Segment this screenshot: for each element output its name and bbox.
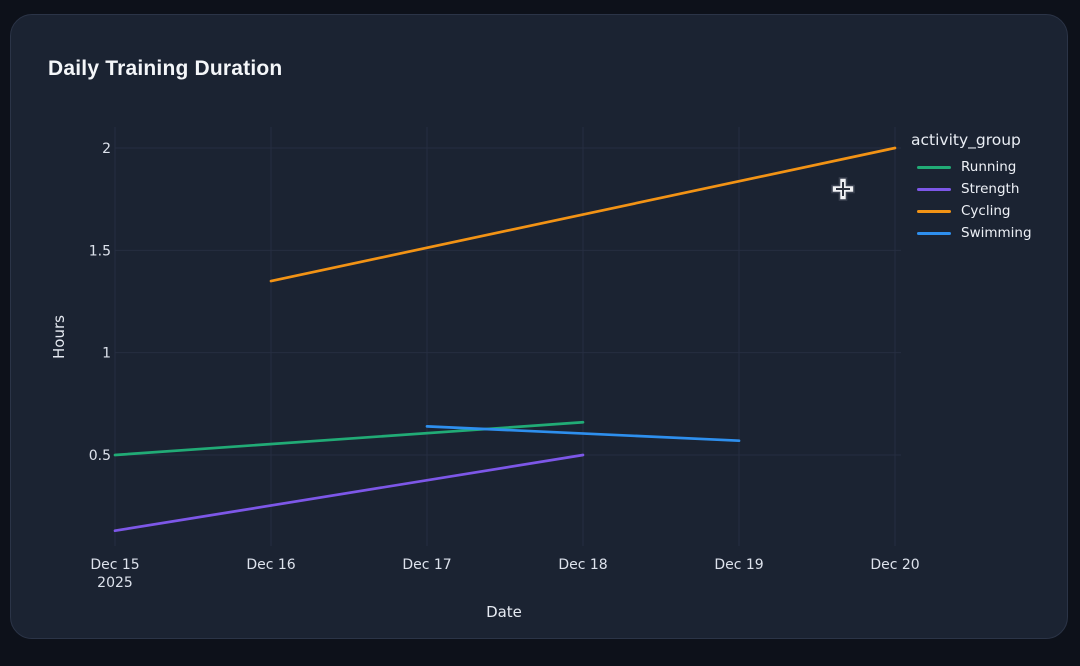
legend-line-swatch [917, 187, 951, 191]
svg-text:Dec 18: Dec 18 [558, 557, 607, 573]
training-duration-chart[interactable]: Dec 15 2025 Dec 16 Dec 17 Dec 18 Dec 19 Dec 20… [11, 15, 1080, 666]
svg-text:2: 2 [102, 141, 111, 157]
chart-gridlines [114, 127, 901, 546]
svg-text:1: 1 [102, 346, 111, 362]
svg-text:Dec 17: Dec 17 [402, 557, 451, 573]
chart-series-lines [113, 146, 897, 533]
legend-line-swatch [917, 231, 951, 235]
legend-title: activity_group [911, 131, 1021, 149]
svg-text:Dec 19: Dec 19 [714, 557, 763, 573]
chart-legend: activity_group Running Strength Cycling Swi… [909, 131, 1079, 244]
desktop-background: { "window": { "background": "#0d111a" },… [10, 14, 1068, 639]
svg-text:Dec 15: Dec 15 [90, 557, 139, 573]
svg-text:0.5: 0.5 [89, 448, 111, 464]
legend-item-label: Running [961, 159, 1017, 175]
legend-item-label: Swimming [961, 225, 1032, 241]
svg-text:Dec 16: Dec 16 [246, 557, 295, 573]
svg-text:2025: 2025 [97, 575, 133, 591]
legend-line-swatch [917, 209, 951, 213]
legend-item-label: Strength [961, 181, 1020, 197]
legend-item-swimming[interactable]: Swimming [909, 222, 1079, 244]
legend-line-swatch [917, 165, 951, 169]
svg-text:Dec 20: Dec 20 [870, 557, 919, 573]
legend-item-strength[interactable]: Strength [909, 178, 1079, 200]
legend-item-cycling[interactable]: Cycling [909, 200, 1079, 222]
x-axis-title: Date [486, 603, 522, 621]
chart-card: Daily Training Duration Dec 15 2025 Dec 16… [10, 14, 1068, 639]
chart-title: Daily Training Duration [48, 57, 283, 80]
svg-text:1.5: 1.5 [89, 243, 111, 259]
legend-item-running[interactable]: Running [909, 156, 1079, 178]
y-axis-tick-labels: 0.5 1 1.5 2 [89, 141, 111, 464]
legend-item-label: Cycling [961, 203, 1011, 219]
legend-items: Running Strength Cycling Swimming [909, 156, 1079, 244]
y-axis-title: Hours [50, 315, 68, 359]
x-axis-tick-labels: Dec 15 2025 Dec 16 Dec 17 Dec 18 Dec 19 Dec 20 [90, 557, 919, 591]
